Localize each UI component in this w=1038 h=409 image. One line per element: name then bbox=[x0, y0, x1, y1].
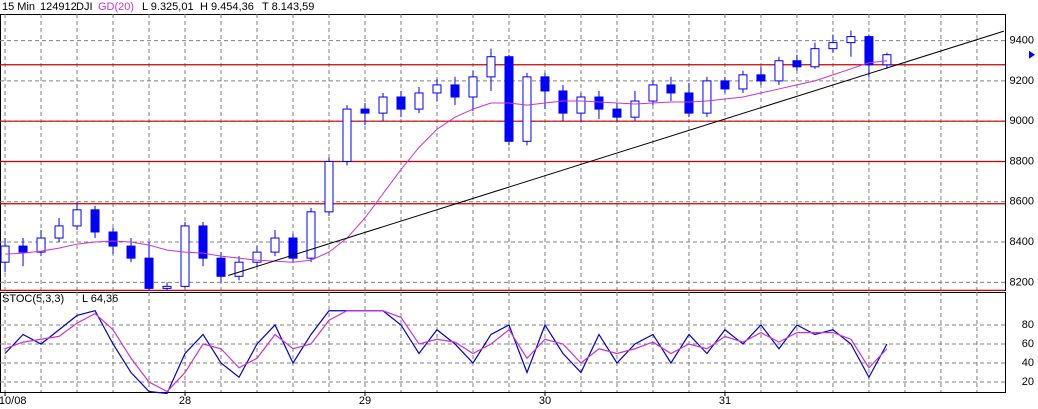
candle-body bbox=[612, 108, 622, 118]
candle-body bbox=[306, 211, 316, 259]
candle-body bbox=[684, 92, 694, 114]
x-tick-label: 27/10/08 bbox=[0, 395, 26, 407]
candle-body bbox=[234, 261, 244, 277]
stoch-panel bbox=[0, 292, 1006, 393]
candle-body bbox=[756, 74, 766, 82]
y-tick-label: 8200 bbox=[1010, 276, 1034, 288]
candle-body bbox=[864, 36, 874, 66]
candle-body bbox=[522, 76, 532, 142]
y-tick-label: 8400 bbox=[1010, 236, 1034, 248]
candle-body bbox=[108, 231, 118, 247]
x-tick-label: 28 bbox=[179, 395, 191, 407]
low-label: L 9.325,01 bbox=[142, 1, 194, 13]
stoch-title: STOC(5,3,3) bbox=[2, 293, 64, 305]
high-label: H 9.454,36 bbox=[200, 1, 254, 13]
candle-body bbox=[810, 48, 820, 68]
candle-body bbox=[558, 90, 568, 114]
ma-line bbox=[5, 60, 887, 263]
x-tick-label: 31 bbox=[719, 395, 731, 407]
candle-body bbox=[54, 225, 64, 239]
candle-body bbox=[882, 54, 892, 66]
candle-body bbox=[126, 245, 136, 259]
y-tick-label: 9400 bbox=[1010, 34, 1034, 46]
y-tick-label: 80 bbox=[1022, 319, 1034, 331]
candle-body bbox=[144, 257, 154, 289]
symbol: DJI bbox=[76, 1, 93, 13]
candle-body bbox=[720, 80, 730, 90]
y-tick-label: 9000 bbox=[1010, 115, 1034, 127]
stoch-line bbox=[4, 310, 888, 393]
candle-body bbox=[180, 225, 190, 287]
total-label: T 8.143,59 bbox=[262, 1, 314, 13]
volume: 124912 bbox=[40, 1, 77, 13]
candle-body bbox=[666, 84, 676, 94]
candle-body bbox=[36, 237, 46, 253]
x-tick-label: 30 bbox=[539, 395, 551, 407]
candle-body bbox=[648, 84, 658, 102]
candle-body bbox=[576, 96, 586, 114]
candle-body bbox=[18, 245, 28, 253]
last-price-marker bbox=[1029, 50, 1035, 59]
candle-body bbox=[288, 237, 298, 259]
candle-body bbox=[504, 56, 514, 142]
y-tick-label: 60 bbox=[1022, 338, 1034, 350]
candle-body bbox=[72, 209, 82, 227]
candle-body bbox=[342, 108, 352, 162]
interval: 15 Min bbox=[2, 1, 35, 13]
candle-body bbox=[450, 84, 460, 98]
y-tick-label: 20 bbox=[1022, 376, 1034, 388]
candle-body bbox=[630, 100, 640, 118]
candle-body bbox=[738, 74, 748, 90]
y-tick-label: 40 bbox=[1022, 357, 1034, 369]
ma-legend: GD(20) bbox=[98, 1, 134, 13]
candle-body bbox=[198, 225, 208, 259]
candle-body bbox=[702, 80, 712, 114]
y-tick-label: 8600 bbox=[1010, 196, 1034, 208]
candle-body bbox=[162, 285, 172, 289]
candle-body bbox=[414, 92, 424, 110]
candle-body bbox=[90, 209, 100, 233]
candle-body bbox=[252, 251, 262, 263]
candle-body bbox=[324, 160, 334, 213]
y-tick-label: 8800 bbox=[1010, 155, 1034, 167]
candle-body bbox=[270, 237, 280, 253]
candle-body bbox=[468, 76, 478, 98]
candle-body bbox=[828, 42, 838, 50]
candle-body bbox=[432, 84, 442, 94]
candle-body bbox=[216, 257, 226, 277]
x-tick-label: 29 bbox=[359, 395, 371, 407]
candle-body bbox=[378, 96, 388, 114]
candle-body bbox=[396, 96, 406, 110]
candle-body bbox=[486, 56, 496, 78]
candle-body bbox=[360, 108, 370, 114]
stoch-annotation: L 64,36 bbox=[82, 293, 118, 305]
candle-body bbox=[594, 96, 604, 110]
trend-line bbox=[228, 30, 1005, 276]
candle-body bbox=[792, 60, 802, 68]
candle-body bbox=[846, 36, 856, 44]
y-tick-label: 9200 bbox=[1010, 75, 1034, 87]
candle-body bbox=[774, 60, 784, 82]
candle-body bbox=[540, 76, 550, 92]
